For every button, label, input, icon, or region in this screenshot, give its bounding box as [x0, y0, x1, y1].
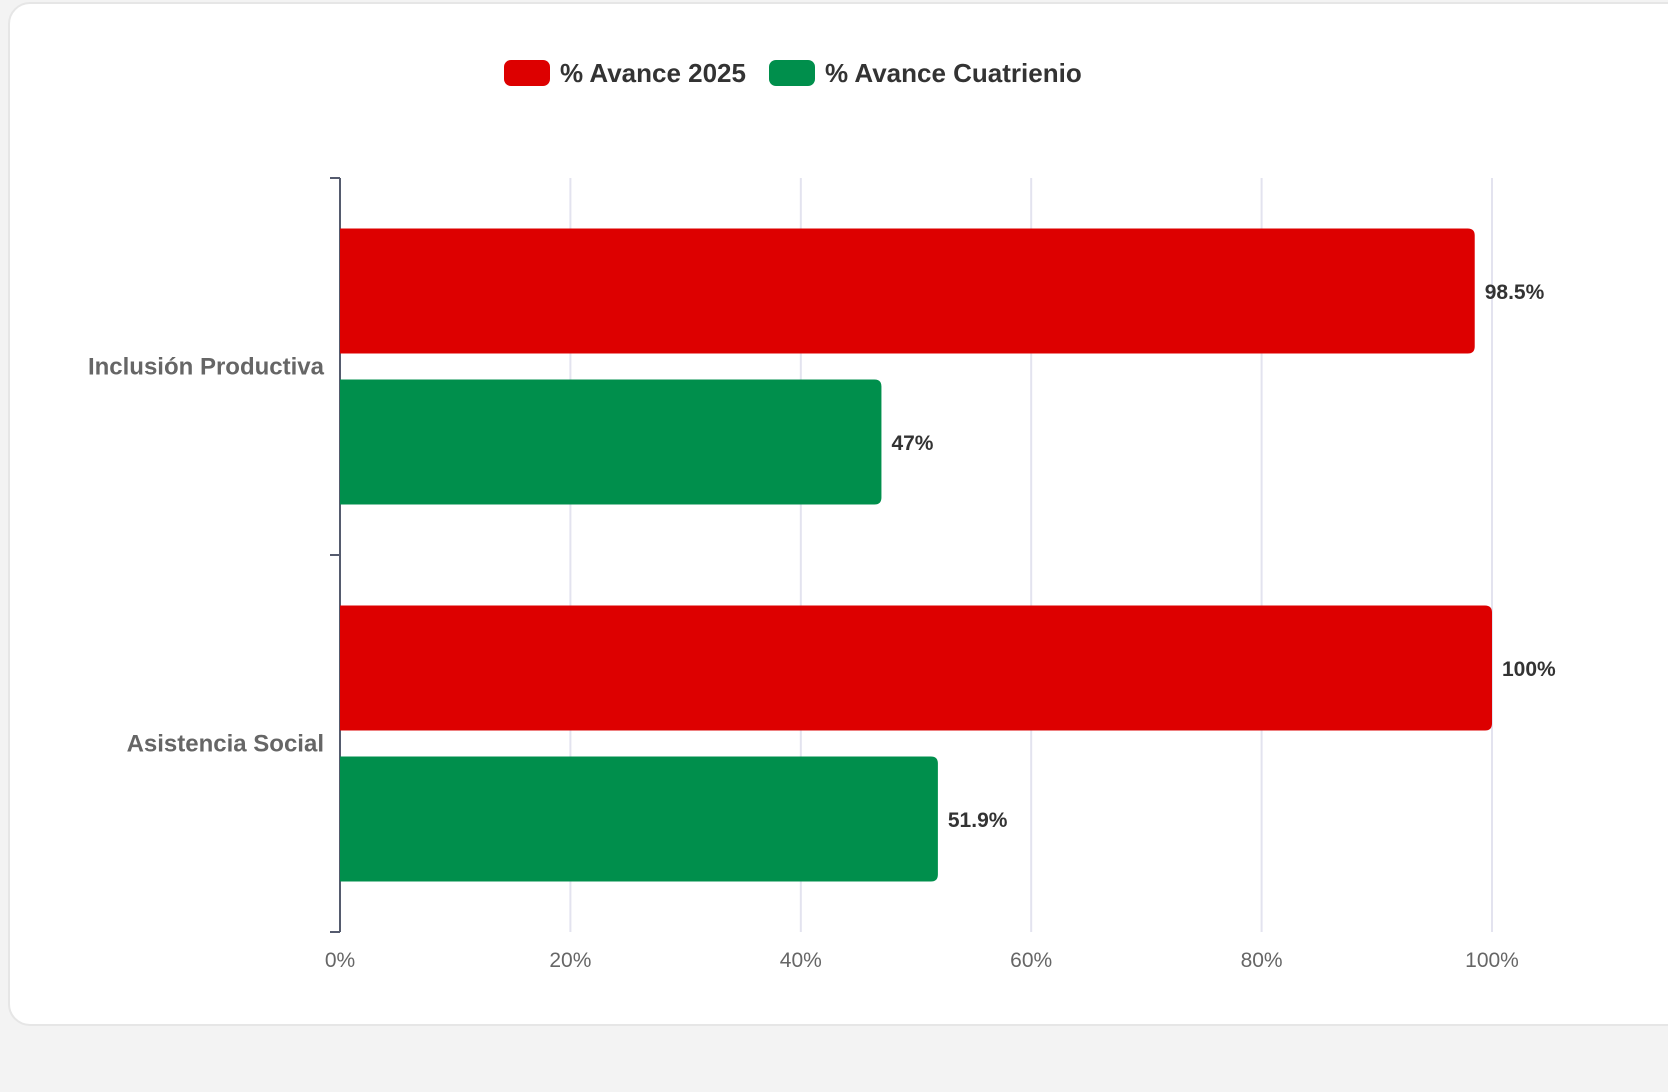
x-tick-label-40: 40%: [780, 949, 822, 972]
x-tick-label-20: 20%: [549, 949, 591, 972]
bar-1-0[interactable]: [340, 379, 882, 505]
x-tick-label-0: 0%: [325, 949, 355, 972]
bar-0-1[interactable]: [340, 605, 1492, 731]
data-label-1-1: 51.9%: [948, 809, 1008, 832]
x-tick-labels-group: 0% 20% 40% 60% 80% 100%: [325, 949, 1519, 972]
x-tick-label-60: 60%: [1010, 949, 1052, 972]
category-axis: [330, 177, 341, 933]
legend-swatch-1: [769, 60, 815, 86]
data-label-1-0: 47%: [891, 432, 933, 455]
legend-label-1: % Avance Cuatrienio: [825, 58, 1082, 88]
category-label-0: Inclusión Productiva: [88, 354, 325, 381]
legend-item-1[interactable]: % Avance Cuatrienio: [769, 58, 1082, 88]
x-tick-label-80: 80%: [1241, 949, 1283, 972]
legend-item-0[interactable]: % Avance 2025: [504, 58, 746, 88]
legend[interactable]: % Avance 2025 % Avance Cuatrienio: [504, 58, 1082, 88]
legend-label-0: % Avance 2025: [560, 58, 746, 88]
data-label-0-0: 98.5%: [1485, 281, 1545, 304]
data-labels-group: 98.5% 47% 100% 51.9%: [891, 281, 1556, 832]
x-tick-label-100: 100%: [1465, 949, 1519, 972]
bar-1-1[interactable]: [340, 756, 938, 882]
category-labels-group: Inclusión Productiva Asistencia Social: [88, 354, 325, 758]
legend-swatch-0: [504, 60, 550, 86]
category-label-1: Asistencia Social: [127, 731, 324, 758]
bars-group: [340, 228, 1492, 882]
bar-0-0[interactable]: [340, 228, 1475, 354]
data-label-0-1: 100%: [1502, 658, 1556, 681]
